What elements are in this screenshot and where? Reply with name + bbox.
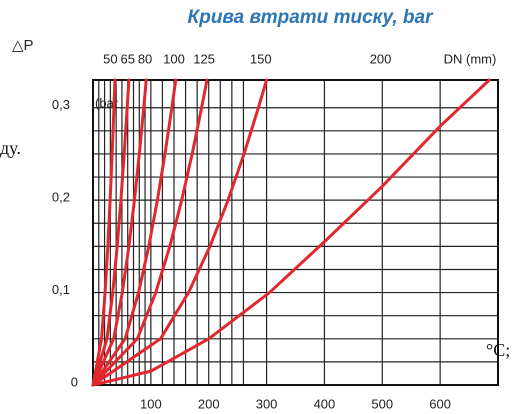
plot-frame bbox=[92, 79, 499, 386]
curve bbox=[91, 78, 178, 387]
chart-title: Крива втрати тиску, bar bbox=[188, 7, 435, 28]
y-axis-label: △P bbox=[12, 37, 34, 54]
x-tick-label: 300 bbox=[256, 396, 278, 411]
curve bbox=[91, 78, 209, 387]
y-tick-label: 0 bbox=[71, 374, 78, 389]
top-tick-label: 150 bbox=[250, 51, 272, 66]
y-tick-label: 0,2 bbox=[52, 190, 70, 205]
top-tick-label: 65 bbox=[120, 51, 134, 66]
top-tick-label: 200 bbox=[370, 51, 392, 66]
x-tick-label: 400 bbox=[314, 396, 336, 411]
side-text: ду. bbox=[0, 138, 21, 158]
curve bbox=[91, 78, 117, 387]
y-tick-label: 0,1 bbox=[52, 282, 70, 297]
x-tick-label: 200 bbox=[198, 396, 220, 411]
top-axis-label: DN (mm) bbox=[444, 51, 497, 66]
top-tick-label: 125 bbox=[193, 51, 215, 66]
curve bbox=[91, 78, 131, 387]
y-tick-label: 0,3 bbox=[52, 97, 70, 112]
curve bbox=[91, 78, 269, 387]
top-tick-label: 100 bbox=[163, 51, 185, 66]
curve bbox=[91, 78, 148, 387]
curve bbox=[91, 78, 491, 387]
top-tick-label: 80 bbox=[138, 51, 152, 66]
x-tick-label: 100 bbox=[140, 396, 162, 411]
x-tick-label: 500 bbox=[371, 396, 393, 411]
top-tick-label: 50 bbox=[103, 51, 117, 66]
x-tick-label: 600 bbox=[429, 396, 451, 411]
